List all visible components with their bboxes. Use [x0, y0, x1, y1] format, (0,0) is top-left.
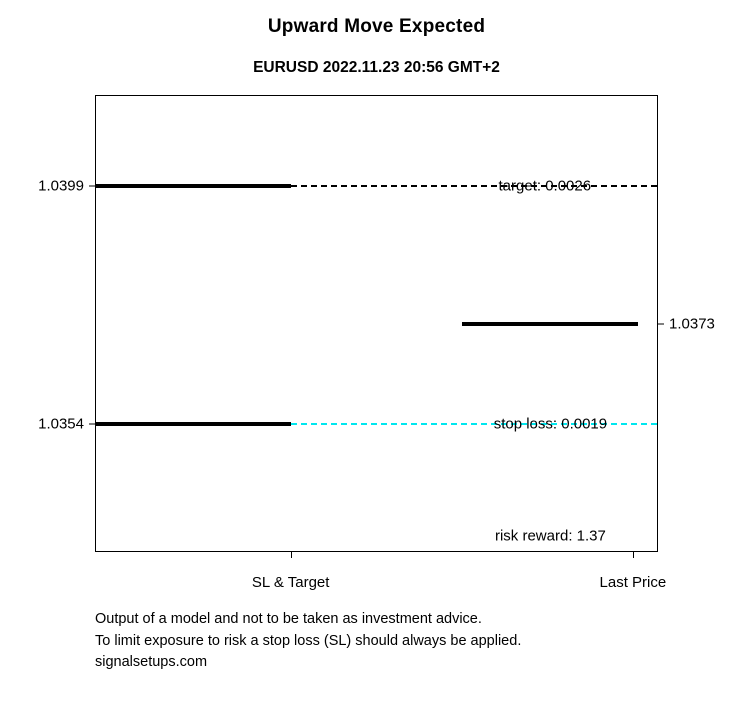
stop-loss-annotation: stop loss: 0.0019 [493, 415, 608, 433]
target-projection-dashed-line [290, 184, 657, 187]
x-axis-label-sl-target: SL & Target [251, 574, 330, 591]
disclaimer-line-1: Output of a model and not to be taken as… [95, 611, 482, 627]
y-tick-target [89, 185, 96, 187]
stop-loss-projection-dashed-line [290, 423, 657, 425]
target-annotation: target: 0.0026 [498, 177, 592, 195]
y-tick-last-price [657, 323, 664, 324]
target-price-line [96, 183, 291, 188]
last-price-line [462, 321, 638, 326]
x-tick-sl-target [290, 551, 292, 558]
x-axis-label-last-price: Last Price [599, 574, 667, 591]
y-axis-label-last-price: 1.0373 [669, 315, 715, 332]
chart-subtitle: EURUSD 2022.11.23 20:56 GMT+2 [253, 59, 500, 76]
y-axis-label-target: 1.0399 [38, 177, 84, 195]
y-tick-stop-loss [89, 423, 96, 425]
disclaimer-line-2: To limit exposure to risk a stop loss (S… [95, 632, 522, 649]
y-axis-label-stop-loss: 1.0354 [38, 415, 84, 433]
risk-reward-label: risk reward: 1.37 [494, 527, 606, 545]
disclaimer: Output of a model and not to be taken as… [95, 609, 521, 674]
x-tick-last-price [632, 551, 634, 558]
chart-title: Upward Move Expected [267, 16, 486, 37]
plot-area: target: 0.0026 stop loss: 0.0019 risk re… [38, 95, 715, 591]
footer-website: signalsetups.com [95, 654, 208, 670]
stop-loss-price-line [96, 422, 291, 426]
